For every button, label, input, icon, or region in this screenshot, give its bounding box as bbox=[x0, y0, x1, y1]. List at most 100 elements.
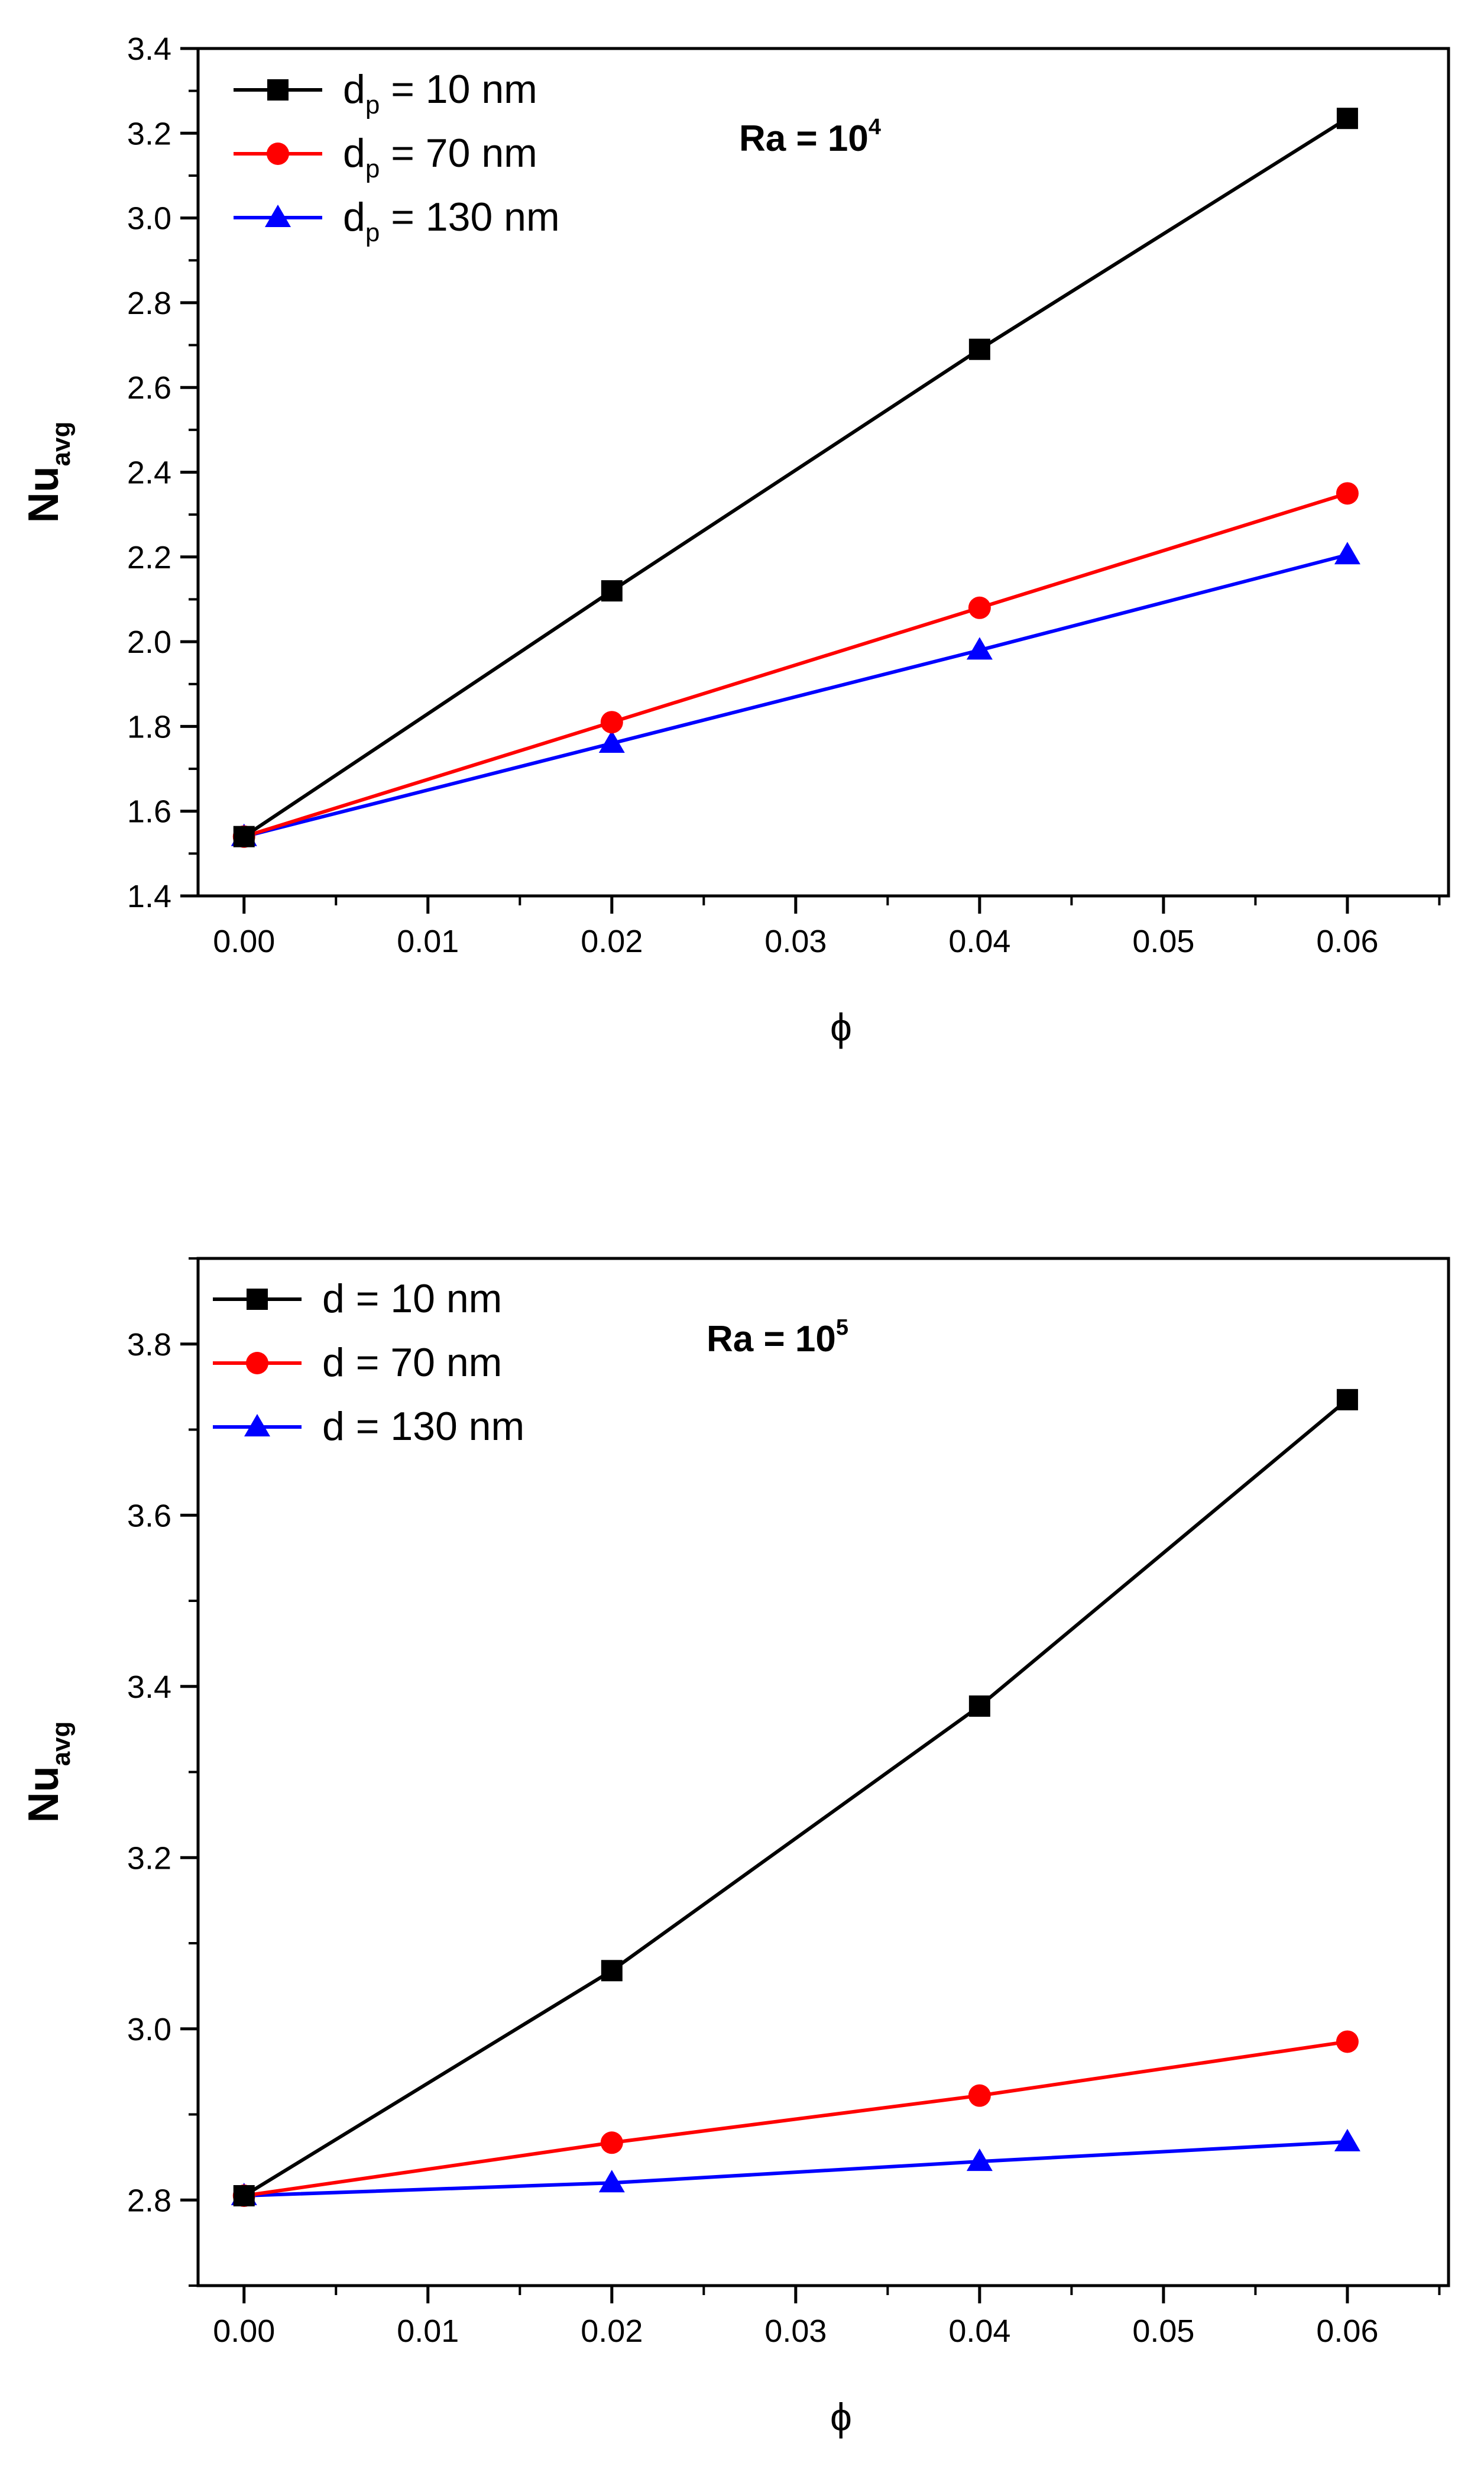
y-tick-label: 1.8 bbox=[127, 709, 171, 745]
x-tick-label: 0.06 bbox=[1316, 924, 1378, 959]
x-tick-label: 0.00 bbox=[213, 2313, 275, 2349]
legend-label: d = 130 nm bbox=[322, 1404, 524, 1449]
legend-label-base: d bbox=[322, 1276, 345, 1321]
legend-label: dp = 70 nm bbox=[343, 131, 537, 183]
x-tick-label: 0.03 bbox=[764, 2313, 827, 2349]
series-3 bbox=[231, 542, 1360, 846]
legend-label-base: d bbox=[343, 131, 365, 176]
y-axis-title-sub: avg bbox=[47, 422, 76, 467]
series-1 bbox=[233, 108, 1358, 847]
series-line bbox=[244, 2140, 1348, 2198]
data-point bbox=[968, 1695, 990, 1717]
x-tick-label: 0.06 bbox=[1316, 2313, 1378, 2349]
series-line bbox=[243, 116, 1349, 839]
legend-label-rest: = 130 nm bbox=[345, 1404, 524, 1449]
data-point bbox=[601, 580, 623, 602]
y-tick-label: 2.8 bbox=[127, 286, 171, 321]
x-tick-label: 0.02 bbox=[581, 2313, 643, 2349]
y-tick-label: 3.4 bbox=[127, 31, 171, 67]
legend-label: dp = 130 nm bbox=[343, 195, 560, 247]
x-tick-label: 0.04 bbox=[948, 2313, 1010, 2349]
data-point bbox=[968, 338, 990, 360]
legend-label: d = 10 nm bbox=[322, 1276, 502, 1321]
legend-marker bbox=[247, 1289, 268, 1310]
legend-marker bbox=[265, 205, 291, 227]
data-point bbox=[1336, 108, 1358, 130]
legend-label-rest: = 10 nm bbox=[345, 1276, 503, 1321]
rayleigh-annotation-base: Ra = 10 bbox=[707, 1319, 836, 1360]
x-tick-label: 0.05 bbox=[1132, 924, 1194, 959]
series-1 bbox=[233, 1389, 1358, 2207]
y-tick-label: 1.6 bbox=[127, 794, 171, 830]
x-tick-label: 0.01 bbox=[397, 924, 459, 959]
legend-label-base: d bbox=[343, 195, 365, 240]
series-2 bbox=[232, 482, 1359, 848]
rayleigh-annotation-exponent: 5 bbox=[836, 1315, 848, 1340]
y-axis-title-main: Nu bbox=[20, 1766, 67, 1823]
legend: d = 10 nmd = 70 nmd = 130 nm bbox=[213, 1276, 524, 1449]
series-3 bbox=[231, 2128, 1360, 2206]
legend-marker bbox=[244, 1414, 270, 1436]
y-axis-title: Nuavg bbox=[20, 422, 76, 523]
data-point bbox=[233, 826, 255, 847]
y-tick-label: 3.0 bbox=[127, 201, 171, 237]
rayleigh-annotation: Ra = 104 bbox=[739, 115, 881, 159]
data-point bbox=[966, 2148, 993, 2171]
data-point bbox=[1336, 2030, 1359, 2053]
y-tick-label: 3.2 bbox=[127, 116, 171, 151]
data-point bbox=[966, 637, 993, 660]
chart-panel-1: 0.00 0.01 0.02 0.03 0.04 0.05 0.06 1.4 1.6 1.8 2.0… bbox=[20, 31, 1450, 1049]
x-tick-label: 0.01 bbox=[397, 2313, 459, 2349]
y-tick-label: 2.0 bbox=[127, 624, 171, 660]
y-tick-label: 3.4 bbox=[127, 1669, 171, 1705]
y-tick-label: 3.2 bbox=[127, 1840, 171, 1876]
legend-marker bbox=[267, 143, 289, 165]
x-tick-label: 0.05 bbox=[1132, 2313, 1194, 2349]
x-axis-title: ϕ bbox=[830, 2395, 852, 2439]
y-tick-label: 2.8 bbox=[127, 2183, 171, 2218]
legend-label-sub: p bbox=[365, 90, 380, 119]
x-axis-title: ϕ bbox=[830, 1005, 852, 1049]
rayleigh-annotation-exponent: 4 bbox=[869, 115, 881, 140]
series-line bbox=[243, 491, 1348, 839]
chart-panel-2: 0.00 0.01 0.02 0.03 0.04 0.05 0.06 2.8 3.0 3.2 3.4… bbox=[20, 1257, 1450, 2439]
data-point bbox=[968, 2084, 991, 2107]
legend-label-sub: p bbox=[365, 154, 380, 183]
series-2 bbox=[232, 2030, 1359, 2208]
y-tick-label: 1.4 bbox=[127, 879, 171, 914]
legend-label-base: d bbox=[322, 1340, 345, 1385]
x-tick-label: 0.04 bbox=[948, 924, 1010, 959]
data-point bbox=[1336, 1389, 1358, 1410]
y-tick-label: 2.4 bbox=[127, 455, 171, 491]
data-point bbox=[1334, 542, 1360, 565]
y-axis-title-main: Nu bbox=[20, 466, 67, 523]
data-point bbox=[601, 1960, 623, 1982]
series-line bbox=[244, 2040, 1348, 2198]
series-line bbox=[244, 553, 1348, 839]
y-tick-label: 2.6 bbox=[127, 370, 171, 406]
legend-label-sub: p bbox=[365, 218, 380, 247]
data-point bbox=[1334, 2128, 1360, 2151]
data-point bbox=[233, 2185, 255, 2207]
data-point bbox=[598, 730, 625, 753]
y-tick-label: 3.0 bbox=[127, 2012, 171, 2047]
series-line bbox=[243, 1398, 1349, 2198]
legend-label: d = 70 nm bbox=[322, 1340, 502, 1385]
y-tick-label: 3.6 bbox=[127, 1498, 171, 1533]
y-axis-title-sub: avg bbox=[47, 1721, 76, 1766]
legend-label: dp = 10 nm bbox=[343, 67, 537, 119]
data-point bbox=[1336, 482, 1359, 505]
legend-label-base: d bbox=[322, 1404, 345, 1449]
y-axis-title: Nuavg bbox=[20, 1721, 76, 1823]
x-tick-label: 0.02 bbox=[581, 924, 643, 959]
data-point bbox=[968, 596, 991, 619]
legend-label-rest: = 10 nm bbox=[380, 67, 537, 112]
legend-marker bbox=[267, 79, 289, 101]
rayleigh-annotation: Ra = 105 bbox=[707, 1315, 848, 1360]
legend-label-rest: = 70 nm bbox=[345, 1340, 503, 1385]
legend-label-rest: = 130 nm bbox=[380, 195, 559, 240]
legend-label-rest: = 70 nm bbox=[380, 131, 537, 176]
x-tick-label: 0.03 bbox=[764, 924, 827, 959]
